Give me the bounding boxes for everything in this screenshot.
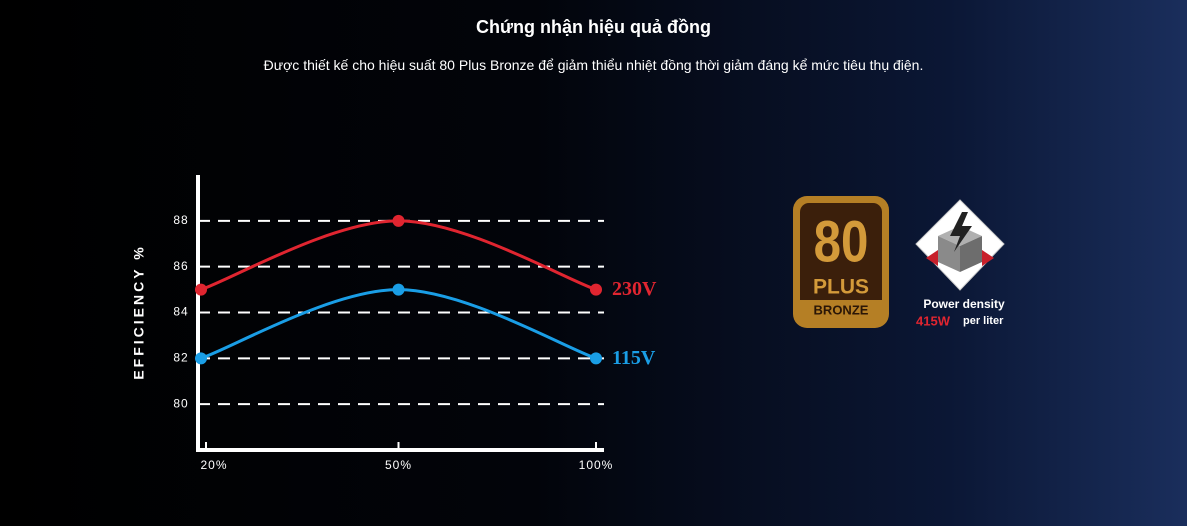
y-axis-label: EFFICIENCY %	[131, 244, 147, 379]
icon-cube-left	[938, 236, 960, 272]
y-tick-label: 86	[173, 259, 188, 273]
badge-word: PLUS	[813, 276, 869, 299]
title: Chứng nhận hiệu quả đồng	[475, 17, 711, 37]
x-tick-label: 50%	[385, 458, 412, 472]
point	[590, 283, 602, 296]
plus-badge: 80 PLUS BRONZE	[793, 196, 889, 328]
series-label: 230V	[612, 278, 657, 300]
point	[392, 283, 405, 296]
y-tick-label: 88	[173, 213, 188, 227]
icon-bolt	[950, 212, 972, 252]
series-line	[200, 288, 597, 360]
point	[195, 352, 207, 365]
y-tick-label: 80	[173, 396, 188, 410]
point	[590, 352, 602, 365]
badge-bar	[800, 300, 882, 321]
series-label: 115V	[612, 347, 656, 369]
icon-arrow	[982, 250, 994, 266]
density-unit: per liter	[963, 315, 1004, 327]
x-tick-label: 100%	[579, 458, 614, 472]
icon-arrow	[926, 250, 938, 266]
series-line	[200, 219, 597, 291]
density-value: 415W	[916, 313, 951, 328]
badge-number: 80	[814, 210, 869, 275]
badge-grade: BRONZE	[814, 302, 869, 317]
icon-cube-right	[960, 236, 982, 272]
density-label: Power density	[923, 297, 1005, 311]
point	[392, 214, 405, 227]
y-tick-label: 84	[173, 305, 188, 319]
subtitle: Được thiết kế cho hiệu suất 80 Plus Bron…	[263, 57, 924, 73]
badge-inner	[800, 203, 882, 321]
y-tick-label: 82	[173, 351, 188, 365]
density-icon: Power density 415W per liter	[915, 199, 1005, 328]
point	[195, 283, 207, 296]
x-tick-label: 20%	[200, 458, 227, 472]
